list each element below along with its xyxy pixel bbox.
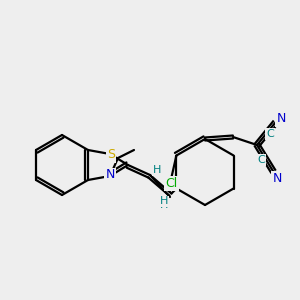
Text: S: S <box>107 148 115 161</box>
Text: H: H <box>160 196 169 206</box>
Text: C: C <box>257 155 265 165</box>
Text: N: N <box>105 169 115 182</box>
Text: N: N <box>276 112 286 125</box>
Text: N: N <box>272 172 282 184</box>
Text: H: H <box>160 200 168 210</box>
Text: H: H <box>153 165 161 175</box>
Text: H: H <box>153 165 161 175</box>
Text: C: C <box>266 129 274 139</box>
Text: Cl: Cl <box>165 177 178 190</box>
